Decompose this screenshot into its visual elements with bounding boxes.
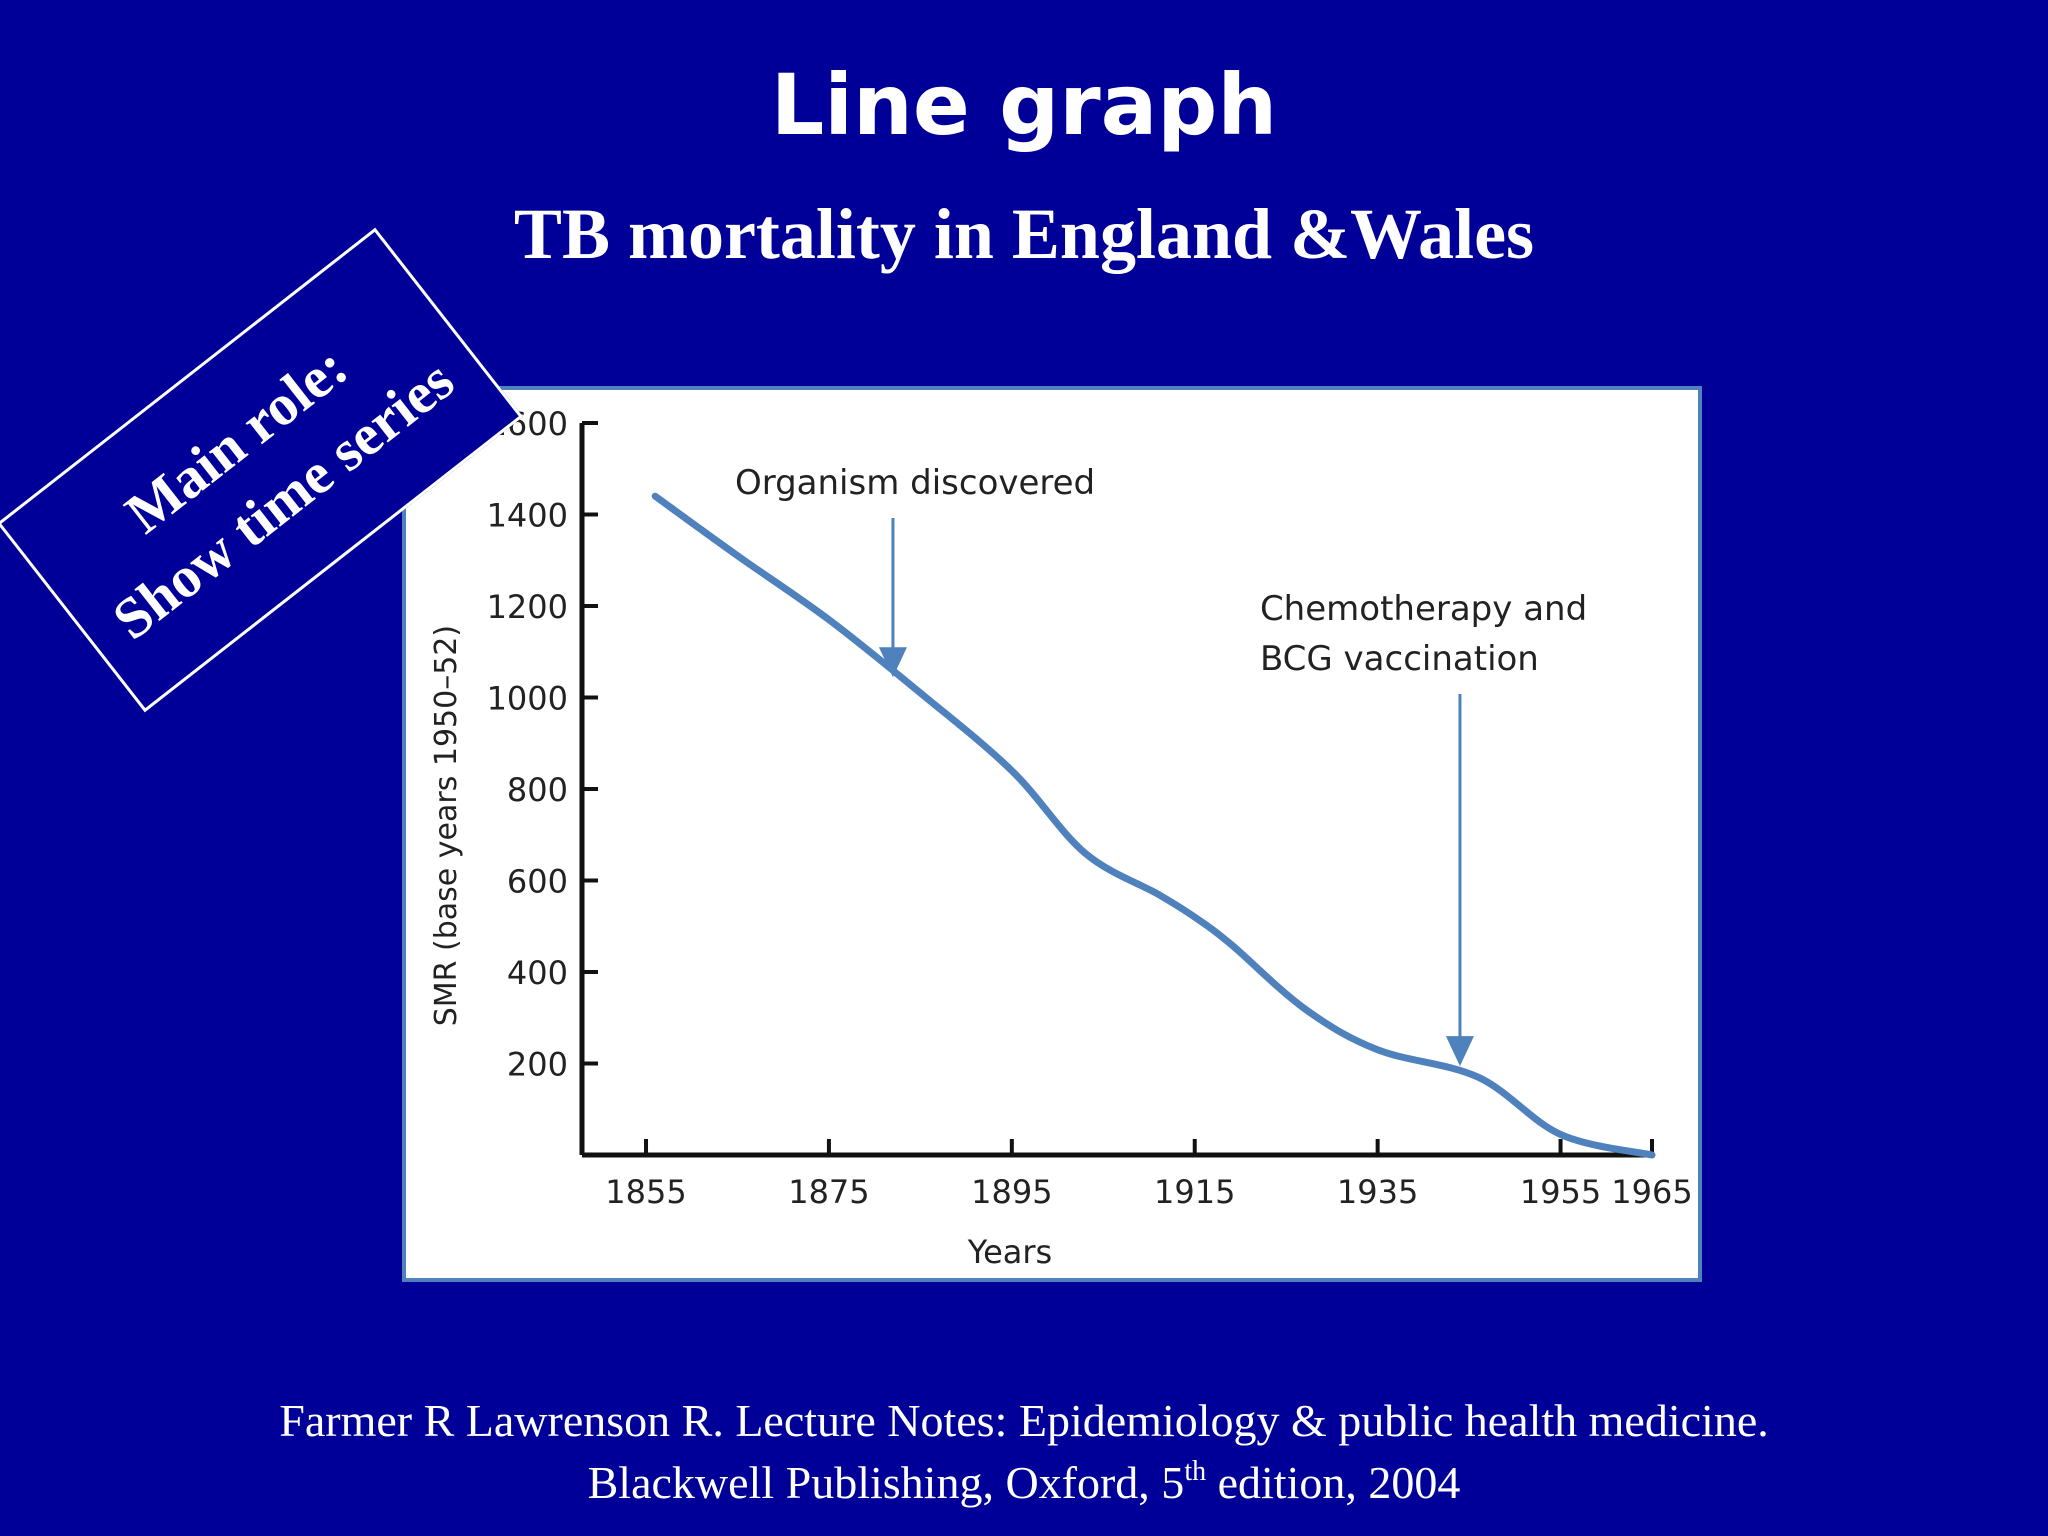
y-tick-label: 1200 (487, 588, 568, 626)
reference-line-2-a: Blackwell Publishing, Oxford, 5 (587, 1457, 1185, 1508)
x-tick-label: 1895 (971, 1173, 1052, 1211)
y-tick-label: 400 (507, 954, 568, 992)
series-line (651, 492, 1656, 1159)
reference-line-2-b: edition, 2004 (1206, 1457, 1461, 1508)
reference: Farmer R Lawrenson R. Lecture Notes: Epi… (0, 1390, 2048, 1514)
annotation-arrow-head (878, 647, 907, 678)
y-tick-label: 600 (507, 863, 568, 901)
annotation-text: BCG vaccination (1260, 639, 1539, 679)
annotation-arrow-head (1445, 1036, 1474, 1067)
slide-title: Line graph (770, 56, 1278, 154)
y-tick-label: 200 (507, 1046, 568, 1084)
x-tick-label: 1955 (1520, 1173, 1601, 1211)
reference-line-1: Farmer R Lawrenson R. Lecture Notes: Epi… (279, 1395, 1769, 1446)
chart-panel: 200 400 600 800 1000 1200 1400 1600 1855 1875 1895… (402, 386, 1702, 1282)
x-tick-label: 1855 (605, 1173, 686, 1211)
y-tick-label: 1000 (487, 680, 568, 718)
y-axis-title: SMR (base years 1950–52) (429, 625, 464, 1026)
x-tick-label: 1965 (1611, 1173, 1692, 1211)
x-tick-label: 1935 (1337, 1173, 1418, 1211)
y-tick-label: 800 (507, 771, 568, 809)
annotation-text: Organism discovered (735, 463, 1095, 503)
annotation-text: Chemotherapy and (1260, 589, 1587, 629)
y-tick-label: 1400 (487, 497, 568, 535)
reference-line-2: Blackwell Publishing, Oxford, 5th editio… (0, 1452, 2048, 1514)
slide-subtitle: TB mortality in England &Wales (513, 194, 1535, 274)
x-axis-title: Years (967, 1233, 1052, 1271)
reference-ordinal-suffix: th (1184, 1456, 1207, 1487)
x-tick-label: 1915 (1154, 1173, 1235, 1211)
x-tick-label: 1875 (788, 1173, 869, 1211)
